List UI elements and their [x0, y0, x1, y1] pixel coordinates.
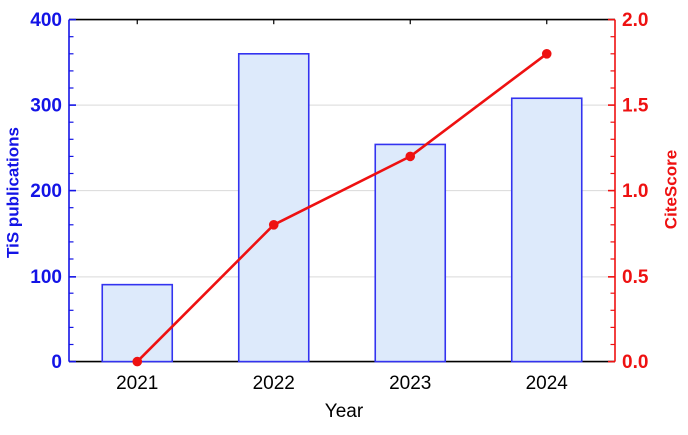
svg-text:Year: Year: [325, 401, 364, 422]
svg-text:0.5: 0.5: [622, 267, 649, 288]
svg-text:2.0: 2.0: [622, 10, 648, 31]
svg-text:CiteScore: CiteScore: [662, 150, 681, 229]
svg-text:100: 100: [30, 267, 62, 288]
svg-text:2021: 2021: [116, 373, 158, 394]
svg-text:1.5: 1.5: [622, 96, 649, 117]
svg-text:TiS publications: TiS publications: [4, 127, 23, 258]
svg-text:2023: 2023: [389, 373, 431, 394]
svg-text:2022: 2022: [253, 373, 295, 394]
svg-text:200: 200: [30, 181, 62, 202]
svg-text:300: 300: [30, 96, 62, 117]
svg-text:400: 400: [30, 10, 62, 31]
svg-text:0: 0: [51, 352, 62, 373]
svg-text:1.0: 1.0: [622, 181, 648, 202]
svg-text:0.0: 0.0: [622, 352, 648, 373]
svg-text:2024: 2024: [526, 373, 569, 394]
